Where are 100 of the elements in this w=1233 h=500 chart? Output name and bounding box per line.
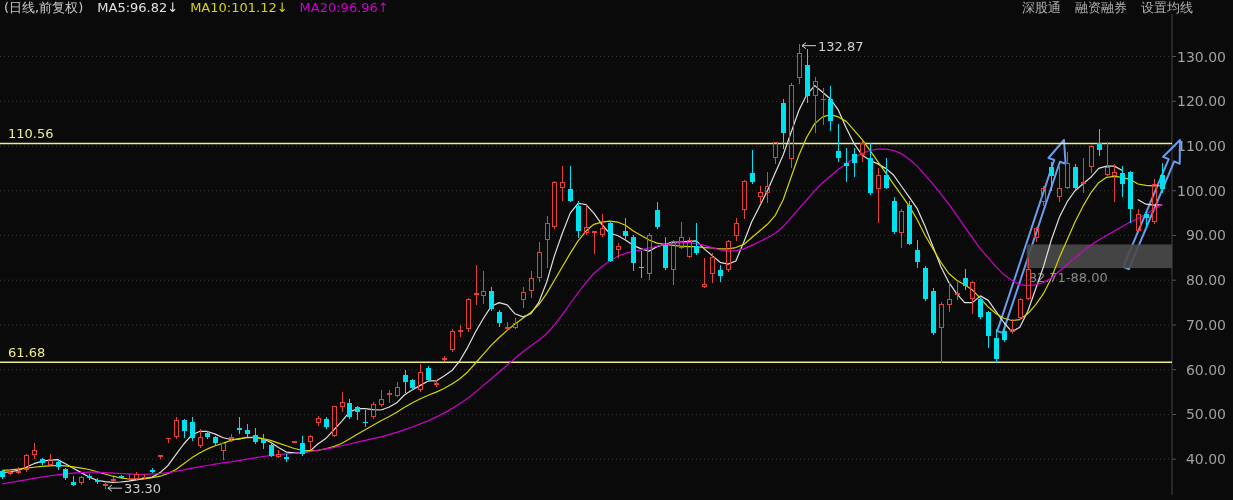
candlestick	[244, 423, 251, 438]
candlestick	[615, 242, 622, 259]
y-tick-label: 90.00	[1185, 227, 1226, 244]
candlestick	[425, 365, 432, 383]
candlestick	[268, 445, 275, 457]
candlestick	[70, 475, 77, 486]
candlestick	[315, 415, 322, 427]
ref-line-label: 61.68	[8, 345, 46, 361]
candlestick	[126, 473, 133, 480]
candlestick	[299, 435, 306, 455]
candlestick	[820, 87, 827, 126]
candlestick	[1096, 128, 1103, 157]
candlestick	[788, 84, 795, 169]
ref-line-label: 110.56	[8, 126, 54, 142]
candlestick	[796, 43, 803, 85]
candlestick	[260, 433, 267, 450]
annotation: 33.30	[123, 481, 162, 497]
candlestick	[465, 299, 472, 333]
candlestick	[47, 453, 54, 466]
candlestick	[15, 466, 22, 473]
candlestick	[189, 416, 196, 442]
candlestick	[559, 165, 566, 202]
candlestick	[757, 185, 764, 205]
candlestick	[220, 443, 227, 461]
candlestick	[480, 270, 487, 305]
candlestick	[1080, 157, 1087, 194]
candlestick	[62, 469, 69, 481]
candlestick	[441, 355, 448, 363]
candlestick	[402, 369, 409, 394]
annotation: 融资融券	[1075, 0, 1127, 15]
candlestick	[7, 469, 14, 474]
candlestick	[922, 265, 929, 302]
y-tick-label: 70.00	[1185, 316, 1226, 333]
candlestick	[55, 458, 62, 471]
candlestick	[204, 430, 211, 440]
candlestick	[827, 85, 834, 132]
candlestick	[567, 165, 574, 201]
candlestick	[339, 391, 346, 413]
candlestick	[764, 171, 771, 204]
candlestick	[323, 416, 330, 430]
candlestick	[693, 222, 700, 256]
candlestick	[551, 182, 558, 228]
candlestick	[583, 204, 590, 234]
y-tick-label: 50.00	[1185, 406, 1226, 423]
candlestick	[488, 286, 495, 310]
candlestick	[31, 442, 38, 460]
candlestick	[891, 196, 898, 233]
candlestick	[662, 236, 669, 271]
candlestick	[575, 200, 582, 239]
annotation: 深股通	[1022, 0, 1061, 15]
candlestick	[962, 268, 969, 291]
candlestick	[835, 123, 842, 163]
candlestick	[1017, 299, 1024, 321]
candlestick	[1001, 326, 1008, 343]
candlestick	[985, 312, 992, 349]
candlestick	[110, 476, 117, 481]
candlestick	[1143, 210, 1150, 228]
candlestick	[804, 48, 811, 104]
y-tick-label: 80.00	[1185, 272, 1226, 289]
candlestick	[512, 317, 519, 329]
candlestick	[0, 471, 6, 480]
chart-title: (日线,前复权)	[4, 0, 84, 15]
candlestick	[780, 98, 787, 150]
candlestick	[149, 467, 156, 473]
candlestick	[473, 264, 480, 306]
candlestick	[86, 473, 93, 481]
candlestick	[94, 477, 101, 485]
candlestick	[930, 287, 937, 334]
candlestick	[417, 363, 424, 393]
text: MA20:96.96↑	[299, 0, 389, 15]
y-tick-label: 40.00	[1185, 451, 1226, 468]
text: MA10:101.12↓	[190, 0, 288, 15]
y-tick-label: 120.00	[1177, 93, 1226, 110]
text: MA5:96.82↓	[97, 0, 179, 15]
candlestick	[638, 250, 645, 279]
candlestick	[914, 239, 921, 269]
candlestick	[394, 381, 401, 397]
candlestick	[173, 416, 180, 438]
candlestick	[875, 167, 882, 224]
candlestick	[977, 299, 984, 320]
candlestick	[843, 147, 850, 183]
candlestick	[969, 282, 976, 315]
candlestick	[946, 282, 953, 313]
candlestick	[370, 401, 377, 420]
y-tick-label: 100.00	[1177, 182, 1226, 199]
candlestick	[717, 264, 724, 283]
candlestick	[181, 420, 188, 439]
candlestick	[378, 389, 385, 408]
candlestick	[449, 328, 456, 351]
candlestick	[812, 76, 819, 134]
annotation: 设置均线	[1141, 0, 1193, 15]
candlestick	[993, 328, 1000, 364]
candlestick	[630, 234, 637, 272]
y-tick-label: 130.00	[1177, 48, 1226, 65]
candlestick	[283, 453, 290, 463]
candlestick	[346, 398, 353, 420]
candlestick	[1159, 162, 1166, 194]
annotation: 132.87	[817, 38, 864, 54]
candlestick	[236, 416, 243, 435]
y-tick-label: 60.00	[1185, 361, 1226, 378]
